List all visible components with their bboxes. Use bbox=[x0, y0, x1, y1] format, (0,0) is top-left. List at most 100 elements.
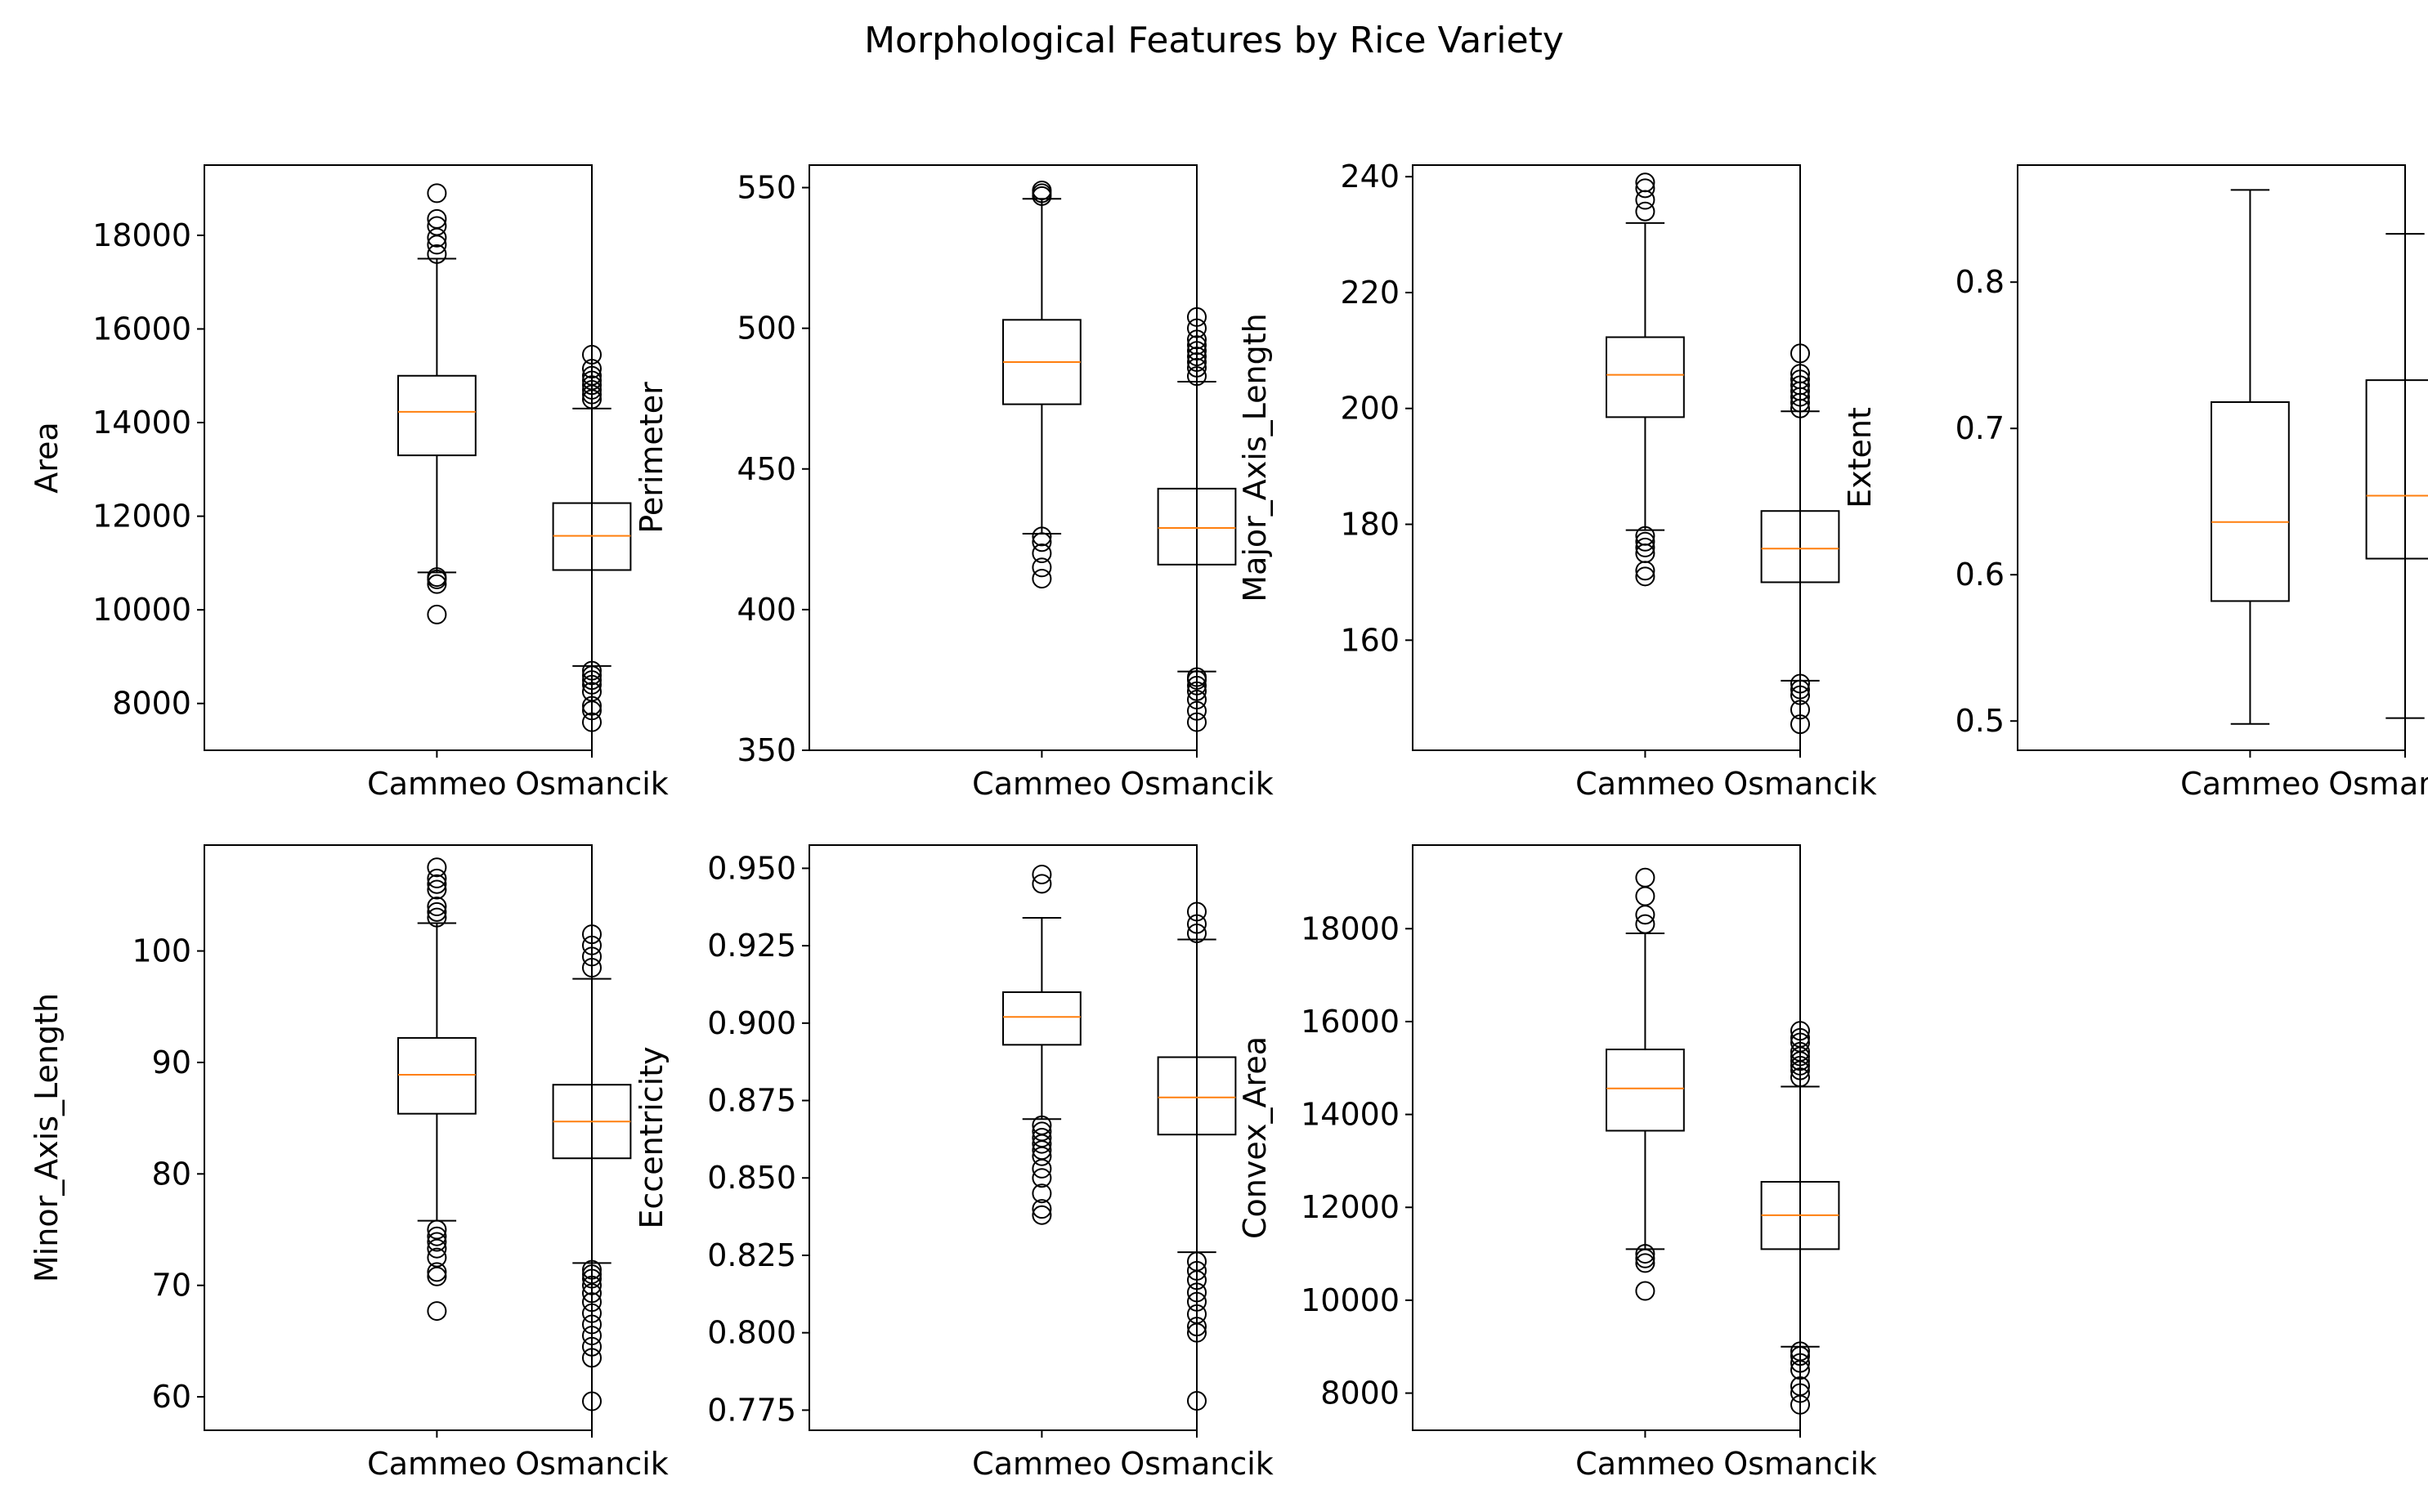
outlier-point bbox=[1790, 1383, 1810, 1403]
outlier-point bbox=[1032, 526, 1052, 547]
box-osmancik bbox=[1157, 901, 1237, 1411]
x-tick-label: Osmancik bbox=[1723, 1446, 1877, 1482]
outlier-point bbox=[427, 901, 447, 922]
y-tick-label: 12000 bbox=[1301, 1189, 1400, 1225]
subplot-convex-area: 8000 10000 12000 14000 16000 18000 Convex_Area… bbox=[1237, 844, 1877, 1482]
outlier-point bbox=[427, 208, 447, 229]
outlier-point bbox=[1187, 318, 1207, 338]
outlier-point bbox=[427, 1238, 447, 1259]
outlier-point bbox=[1790, 714, 1810, 735]
iqr-box bbox=[397, 374, 477, 457]
outlier-point bbox=[582, 1314, 602, 1335]
y-tick-label: 18000 bbox=[1301, 910, 1400, 946]
outlier-point bbox=[1635, 1253, 1655, 1273]
x-tick-label: Cammeo bbox=[972, 1446, 1111, 1482]
iqr-box bbox=[1157, 1056, 1237, 1136]
box-cammeo bbox=[397, 183, 477, 624]
outlier-point bbox=[1790, 343, 1810, 364]
box-osmancik bbox=[1157, 306, 1237, 732]
outlier-point bbox=[582, 1283, 602, 1304]
y-tick-label: 90 bbox=[152, 1045, 191, 1080]
outlier-point bbox=[1635, 1248, 1655, 1268]
y-axis-label: Extent bbox=[1842, 407, 1878, 508]
x-tick-label: Cammeo bbox=[972, 766, 1111, 802]
outlier-point bbox=[427, 216, 447, 236]
outlier-point bbox=[582, 365, 602, 386]
x-tick-label: Osmancik bbox=[1120, 766, 1274, 802]
y-tick-label: 0.800 bbox=[707, 1315, 796, 1351]
outlier-point bbox=[1790, 375, 1810, 396]
outlier-point bbox=[427, 857, 447, 878]
y-axis-label: Minor_Axis_Length bbox=[29, 993, 65, 1282]
outlier-point bbox=[582, 696, 602, 716]
outlier-point bbox=[1790, 1346, 1810, 1367]
y-tick-label: 80 bbox=[152, 1156, 191, 1192]
outlier-point bbox=[582, 1326, 602, 1346]
outlier-point bbox=[1032, 569, 1052, 589]
outlier-point bbox=[1790, 369, 1810, 390]
outlier-point bbox=[1187, 675, 1207, 696]
outlier-point bbox=[427, 1266, 447, 1286]
outlier-point bbox=[582, 1275, 602, 1295]
y-tick-label: 240 bbox=[1340, 159, 1400, 195]
box-osmancik bbox=[552, 344, 632, 732]
y-tick-label: 400 bbox=[737, 592, 796, 628]
outlier-point bbox=[1187, 341, 1207, 361]
outlier-point bbox=[582, 935, 602, 955]
outlier-point bbox=[1790, 700, 1810, 720]
y-tick-label: 500 bbox=[737, 311, 796, 347]
outlier-point bbox=[1032, 1115, 1052, 1135]
y-tick-label: 16000 bbox=[92, 311, 191, 347]
iqr-box bbox=[1157, 487, 1237, 566]
outlier-point bbox=[582, 344, 602, 365]
y-tick-label: 0.6 bbox=[1955, 557, 2005, 593]
outlier-point bbox=[1187, 335, 1207, 356]
iqr-box bbox=[1002, 991, 1082, 1046]
outlier-point bbox=[1187, 1317, 1207, 1337]
y-tick-label: 0.5 bbox=[1955, 703, 2005, 739]
outlier-point bbox=[582, 1391, 602, 1411]
outlier-point bbox=[1635, 526, 1655, 546]
outlier-point bbox=[1790, 1341, 1810, 1362]
outlier-point bbox=[1790, 1353, 1810, 1373]
outlier-point bbox=[582, 375, 602, 396]
box-osmancik bbox=[1760, 1021, 1840, 1415]
y-tick-label: 200 bbox=[1340, 391, 1400, 427]
outlier-point bbox=[1187, 914, 1207, 934]
outlier-point bbox=[1032, 1121, 1052, 1142]
outlier-point bbox=[427, 874, 447, 894]
outlier-point bbox=[582, 370, 602, 391]
subplot-minor-axis-length: 60 70 80 90 100 Minor_Axis_Length Cammeo Osmanc… bbox=[29, 844, 669, 1482]
y-tick-label: 0.875 bbox=[707, 1083, 796, 1119]
outlier-point bbox=[1790, 679, 1810, 700]
outlier-point bbox=[582, 379, 602, 400]
subplot-eccentricity: 0.775 0.800 0.825 0.850 0.875 0.900 0.925 0.950… bbox=[634, 844, 1274, 1482]
outlier-point bbox=[1635, 531, 1655, 552]
y-tick-label: 8000 bbox=[112, 686, 191, 722]
outlier-point bbox=[582, 958, 602, 978]
outlier-point bbox=[427, 1262, 447, 1282]
outlier-point bbox=[582, 1303, 602, 1323]
x-tick-label: Cammeo bbox=[1575, 766, 1714, 802]
outlier-point bbox=[582, 670, 602, 691]
outlier-point bbox=[1790, 1067, 1810, 1088]
iqr-box bbox=[2211, 400, 2290, 602]
box-cammeo bbox=[1606, 172, 1685, 587]
outlier-point bbox=[1635, 1281, 1655, 1301]
outlier-point bbox=[1790, 673, 1810, 694]
subplot-perimeter: 350 400 450 500 550 Perimeter Cammeo Osmancik bbox=[634, 164, 1274, 802]
iqr-box bbox=[1760, 510, 1840, 584]
outlier-point bbox=[427, 183, 447, 204]
outlier-point bbox=[1187, 700, 1207, 721]
y-tick-label: 0.925 bbox=[707, 928, 796, 964]
outlier-point bbox=[582, 924, 602, 945]
outlier-point bbox=[1635, 867, 1655, 888]
outlier-point bbox=[1187, 690, 1207, 710]
outlier-point bbox=[1187, 1291, 1207, 1312]
box-osmancik bbox=[2365, 233, 2428, 719]
y-tick-label: 550 bbox=[737, 170, 796, 206]
outlier-point bbox=[582, 712, 602, 732]
y-axis-label: Eccentricity bbox=[634, 1046, 670, 1228]
outlier-point bbox=[582, 1268, 602, 1289]
